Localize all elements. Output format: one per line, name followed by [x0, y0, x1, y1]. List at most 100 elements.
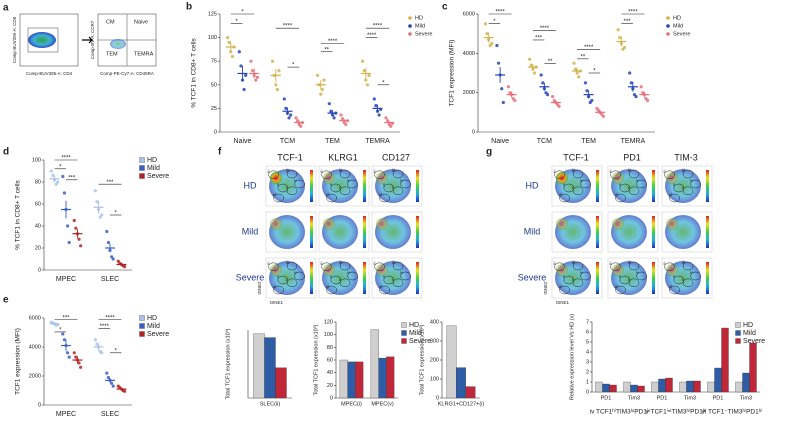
- cluster-label: v: [383, 274, 386, 279]
- data-point: [239, 64, 243, 68]
- data-point: [545, 93, 550, 97]
- tsne-hot: [556, 218, 568, 230]
- x-tick-label: SLEC: [101, 411, 119, 418]
- data-point: [123, 389, 127, 393]
- cluster-outline: [682, 169, 694, 179]
- cluster-label: iii: [339, 168, 342, 173]
- cluster-outline: [619, 183, 631, 193]
- data-point: [551, 95, 555, 99]
- x-tick-label: PD1: [713, 395, 724, 401]
- x-tick-label: PD1: [601, 395, 612, 401]
- data-point: [237, 50, 241, 54]
- data-point: [95, 200, 99, 204]
- data-point: [532, 71, 537, 75]
- color-scale: [310, 262, 313, 294]
- data-point: [242, 87, 246, 92]
- tsne-hot: [270, 172, 282, 184]
- data-point: [66, 351, 70, 355]
- bar: [347, 361, 356, 399]
- cluster-outline: [286, 169, 298, 179]
- cluster-outline: [610, 262, 621, 272]
- data-point: [572, 61, 576, 65]
- panel-letter: c: [442, 2, 448, 13]
- tsne-hot: [556, 264, 568, 276]
- cluster-label: i: [682, 185, 683, 190]
- legend-marker: [401, 322, 407, 328]
- cluster-outline: [347, 179, 358, 189]
- cluster-outline: [294, 271, 305, 281]
- sig-label: *: [115, 348, 118, 354]
- data-point: [583, 81, 588, 85]
- sig-label: ***: [535, 36, 543, 42]
- legend-label: Severe: [743, 338, 765, 345]
- cluster-outline: [286, 278, 298, 288]
- tsne-hot: [666, 218, 678, 230]
- tsne-row-label: HD: [526, 180, 539, 190]
- color-scale: [363, 262, 366, 294]
- panel-letter: f: [218, 147, 222, 158]
- cluster-label: ii: [321, 169, 323, 174]
- tsne-hot: [612, 172, 624, 184]
- color-scale: [416, 216, 419, 248]
- bar: [253, 333, 265, 399]
- y-tick-label: 2: [586, 369, 589, 375]
- y-tick-label: 200: [430, 357, 439, 363]
- y-tick-label: 0: [38, 402, 41, 408]
- cluster-outline: [326, 285, 337, 295]
- legend-label: HD: [409, 322, 419, 329]
- cluster-label: ii: [610, 261, 612, 266]
- cluster-outline: [392, 169, 404, 179]
- data-point: [590, 98, 594, 103]
- bar: [651, 381, 659, 393]
- tsne-hot: [323, 264, 335, 276]
- cluster-label: v: [619, 274, 622, 279]
- sig-label: *: [292, 63, 295, 69]
- data-point: [377, 113, 381, 117]
- cluster-label: i: [339, 277, 340, 282]
- data-point: [67, 240, 71, 245]
- axis: [43, 318, 132, 406]
- legend-marker: [401, 330, 407, 336]
- sig-label: ****: [283, 24, 293, 30]
- panel-letter: e: [3, 295, 9, 306]
- x-tick-label: TCM: [280, 138, 295, 145]
- cluster-outline: [268, 170, 279, 180]
- cluster-outline: [400, 271, 411, 281]
- bar: [446, 325, 457, 399]
- gate-label: Naive: [134, 19, 148, 25]
- legend-label: Severe: [673, 31, 690, 37]
- data-point: [62, 338, 66, 342]
- data-point: [573, 67, 578, 71]
- sig-label: ****: [367, 33, 377, 39]
- legend-marker: [735, 322, 741, 328]
- sig-label: ***: [624, 19, 632, 25]
- data-point: [100, 351, 104, 355]
- tsne-col-header: TIM-3: [674, 152, 698, 162]
- tsne-hot: [612, 264, 624, 276]
- cluster-label: i: [572, 277, 573, 282]
- cluster-label: vi: [379, 192, 382, 197]
- data-point: [344, 122, 348, 127]
- tsne-row-label: Mild: [242, 226, 259, 236]
- bar: [456, 367, 466, 399]
- panel-letter: g: [486, 147, 492, 158]
- cluster-label: i: [392, 185, 393, 190]
- x-tick-label: KLRG1+CD127+(i): [438, 401, 485, 407]
- data-point: [110, 381, 114, 385]
- tsne-hot: [270, 218, 282, 230]
- data-point: [110, 255, 114, 259]
- data-point: [244, 73, 248, 77]
- cluster-outline: [628, 186, 640, 196]
- data-point: [362, 69, 366, 73]
- sig-label: ****: [373, 24, 383, 30]
- bar: [595, 381, 603, 393]
- cluster-label: v: [619, 182, 622, 187]
- y-tick-label: 2000: [463, 90, 475, 96]
- cluster-outline: [273, 285, 284, 295]
- sig-label: ****: [328, 39, 338, 45]
- y-axis-label: Total TCF1 expression (x10³): [225, 328, 231, 399]
- cluster-label: ii: [554, 261, 556, 266]
- cluster-outline: [383, 183, 395, 193]
- cluster-label: v: [330, 182, 333, 187]
